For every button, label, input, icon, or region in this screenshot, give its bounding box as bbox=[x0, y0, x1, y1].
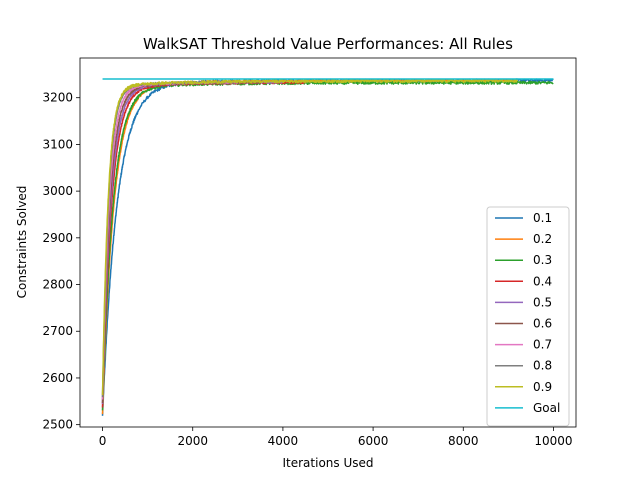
y-tick-label: 2600 bbox=[42, 371, 73, 385]
y-tick-label: 3200 bbox=[42, 91, 73, 105]
series-line-0.6 bbox=[101, 80, 262, 404]
y-tick-label: 2800 bbox=[42, 278, 73, 292]
y-tick-label: 2900 bbox=[42, 231, 73, 245]
legend-label: 0.5 bbox=[533, 295, 552, 309]
legend-label: 0.9 bbox=[533, 380, 552, 394]
legend-label: 0.6 bbox=[533, 317, 552, 331]
legend-label: 0.3 bbox=[533, 253, 552, 267]
plot-area bbox=[101, 78, 554, 416]
x-tick-label: 8000 bbox=[448, 434, 479, 448]
x-tick-label: 4000 bbox=[268, 434, 299, 448]
legend-label: 0.1 bbox=[533, 211, 552, 225]
series-line-0.3 bbox=[101, 80, 554, 411]
x-tick-label: 0 bbox=[99, 434, 107, 448]
series-line-0.4 bbox=[101, 80, 306, 408]
legend-label: 0.8 bbox=[533, 359, 552, 373]
plot-frame bbox=[79, 57, 577, 428]
x-tick-label: 10000 bbox=[534, 434, 572, 448]
legend-label: 0.2 bbox=[533, 232, 552, 246]
x-axis: 0 2000 4000 6000 8000 10000 bbox=[99, 427, 573, 448]
x-tick-label: 6000 bbox=[358, 434, 389, 448]
series-line-0.7 bbox=[101, 80, 239, 400]
y-axis-label: Constraints Solved bbox=[15, 186, 29, 299]
series-line-0.9 bbox=[101, 78, 518, 396]
x-axis-label: Iterations Used bbox=[282, 456, 373, 470]
y-tick-label: 3000 bbox=[42, 184, 73, 198]
x-tick-label: 2000 bbox=[177, 434, 208, 448]
series-line-0.5 bbox=[101, 80, 284, 404]
legend: 0.1 0.2 0.3 0.4 0.5 0.6 0.7 0.8 0.9 Goal bbox=[486, 206, 570, 427]
legend-label: Goal bbox=[533, 401, 560, 415]
chart-title: WalkSAT Threshold Value Performances: Al… bbox=[143, 35, 513, 53]
legend-box bbox=[486, 206, 570, 427]
y-tick-label: 2500 bbox=[42, 418, 73, 432]
series-line-0.2 bbox=[101, 79, 509, 415]
y-axis: 2500 2600 2700 2800 2900 3000 3100 3200 bbox=[42, 91, 80, 432]
y-tick-label: 2700 bbox=[42, 324, 73, 338]
series-line-0.1 bbox=[101, 78, 554, 416]
legend-label: 0.7 bbox=[533, 338, 552, 352]
legend-label: 0.4 bbox=[533, 274, 552, 288]
series-line-0.8 bbox=[101, 79, 239, 398]
y-tick-label: 3100 bbox=[42, 137, 73, 151]
